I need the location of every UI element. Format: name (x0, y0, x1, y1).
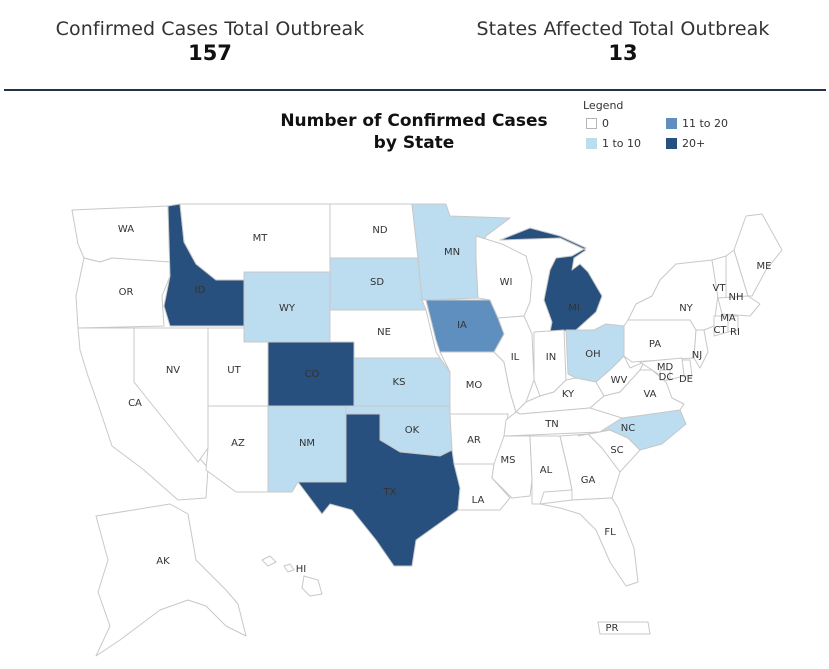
legend-swatch-2 (666, 118, 677, 129)
confirmed-cases-value: 157 (188, 41, 232, 65)
state-sd[interactable] (329, 257, 427, 311)
state-mt[interactable] (179, 203, 331, 281)
state-shape-hi[interactable] (261, 555, 323, 597)
state-ri[interactable] (727, 315, 739, 333)
state-nd[interactable] (329, 203, 419, 259)
legend: Legend 0 1 to 10 11 to 20 20+ (582, 99, 762, 159)
state-shape-or[interactable] (75, 257, 171, 329)
legend-swatch-1 (586, 138, 597, 149)
state-shape-ny[interactable] (627, 259, 719, 331)
confirmed-cases-stat: Confirmed Cases Total Outbreak 157 (20, 18, 400, 65)
state-shape-pr[interactable] (597, 621, 651, 635)
header-divider (4, 89, 826, 91)
state-shape-az[interactable] (205, 405, 269, 493)
states-affected-stat: States Affected Total Outbreak 13 (430, 18, 816, 65)
state-wa[interactable] (71, 205, 171, 263)
state-shape-nj[interactable] (693, 329, 709, 369)
states-affected-value: 13 (608, 41, 638, 65)
legend-label-1: 1 to 10 (602, 137, 642, 150)
state-shape-ak[interactable] (95, 503, 247, 657)
state-fl[interactable] (539, 497, 639, 587)
state-pa[interactable] (623, 319, 697, 363)
state-hi[interactable] (261, 555, 323, 597)
state-shape-fl[interactable] (539, 497, 639, 587)
state-shape-co[interactable] (267, 341, 355, 407)
state-shape-ma[interactable] (717, 295, 761, 317)
legend-label-3: 20+ (682, 137, 706, 150)
state-shape-nd[interactable] (329, 203, 419, 259)
legend-swatch-0 (586, 118, 597, 129)
state-shape-tx[interactable] (297, 413, 461, 567)
state-shape-ct[interactable] (713, 315, 729, 337)
state-shape-md[interactable] (639, 357, 685, 381)
state-or[interactable] (75, 257, 171, 329)
us-map: WAORCANVIDMTWYUTAZCONMNDSDNEKSOKTXMNIAMO… (71, 203, 783, 657)
state-shape-sd[interactable] (329, 257, 427, 311)
state-ct[interactable] (713, 315, 729, 337)
state-nm[interactable] (267, 405, 347, 493)
state-ny[interactable] (627, 259, 719, 331)
state-dc[interactable] (659, 369, 671, 381)
state-label-hi: HI (296, 564, 306, 575)
legend-swatch-3 (666, 138, 677, 149)
state-shape-wa[interactable] (71, 205, 171, 263)
state-wv[interactable] (595, 355, 645, 397)
state-nj[interactable] (693, 329, 709, 369)
state-shape-wy[interactable] (243, 271, 331, 343)
state-shape-wv[interactable] (595, 355, 645, 397)
states-affected-label: States Affected Total Outbreak (476, 18, 770, 40)
state-co[interactable] (267, 341, 355, 407)
state-tx[interactable] (297, 413, 461, 567)
map-title-line2: by State (373, 133, 455, 153)
state-ak[interactable] (95, 503, 247, 657)
state-shape-pa[interactable] (623, 319, 697, 363)
state-shape-nv[interactable] (133, 327, 209, 463)
state-shape-nm[interactable] (267, 405, 347, 493)
map-title-line1: Number of Confirmed Cases (280, 111, 548, 131)
state-az[interactable] (205, 405, 269, 493)
legend-label-0: 0 (602, 117, 609, 130)
state-shape-ia[interactable] (425, 299, 505, 353)
state-md[interactable] (639, 357, 685, 381)
state-nv[interactable] (133, 327, 209, 463)
state-ia[interactable] (425, 299, 505, 353)
state-pr[interactable] (597, 621, 651, 635)
map-title: Number of Confirmed Cases by State (258, 110, 570, 154)
state-ma[interactable] (717, 295, 761, 317)
state-wy[interactable] (243, 271, 331, 343)
legend-title: Legend (583, 99, 624, 112)
legend-label-2: 11 to 20 (682, 117, 729, 130)
confirmed-cases-label: Confirmed Cases Total Outbreak (55, 18, 365, 40)
state-shape-ks[interactable] (353, 357, 451, 407)
state-shape-ri[interactable] (727, 315, 739, 333)
state-shape-dc[interactable] (659, 369, 671, 381)
state-shape-mt[interactable] (179, 203, 331, 281)
state-ks[interactable] (353, 357, 451, 407)
